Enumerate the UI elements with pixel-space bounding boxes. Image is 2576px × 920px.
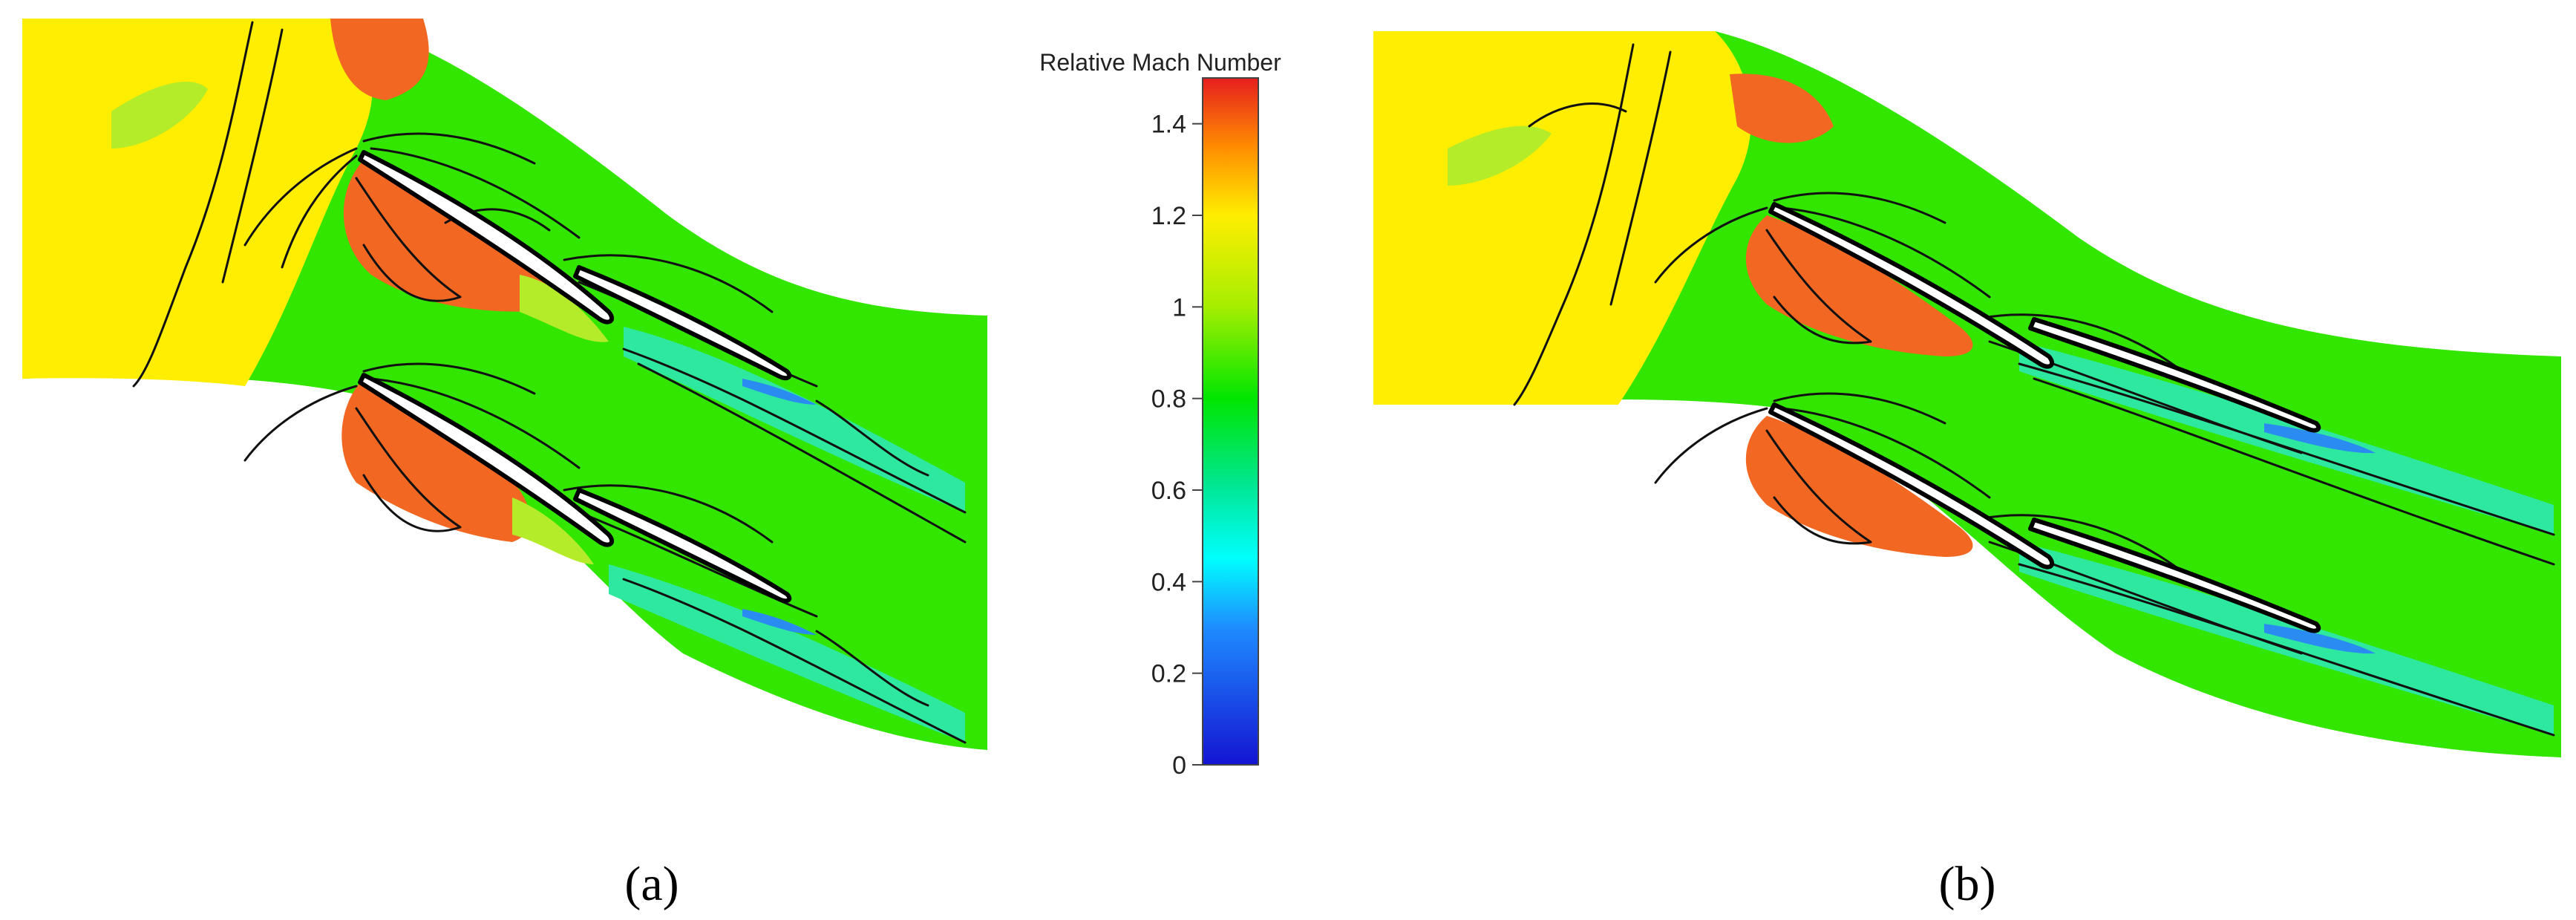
wake-core-a-upper bbox=[742, 379, 817, 405]
supersonic-region-b-upper bbox=[1745, 215, 1973, 356]
wake-region-b-upper bbox=[2019, 342, 2554, 535]
supersonic-cap-b bbox=[1730, 74, 1834, 143]
blade-b-lower-splitter bbox=[2028, 518, 2321, 633]
wake-core-a-lower bbox=[742, 609, 817, 635]
inlet-region-b bbox=[1373, 31, 1751, 405]
wake-region-b-lower bbox=[2019, 542, 2554, 735]
wake-core-b-upper bbox=[2264, 423, 2376, 454]
blade-a-upper-splitter bbox=[573, 265, 792, 381]
panel-label-a: (a) bbox=[624, 857, 679, 911]
colorbar-tick-label: 0.8 bbox=[1151, 385, 1186, 414]
blade-a-upper-main bbox=[358, 150, 615, 324]
panel-a bbox=[22, 19, 987, 750]
blade-b-upper-main bbox=[1768, 202, 2055, 369]
supersonic-region-a-lower bbox=[341, 379, 530, 542]
colorbar-tick-label: 1 bbox=[1172, 293, 1186, 322]
panel-label-b: (b) bbox=[1939, 857, 1996, 911]
colorbar: Relative Mach Number 0 0.2 0.4 0.6 0.8 1 1.2 1.… bbox=[1039, 49, 1281, 780]
colorbar-tick-label: 1.2 bbox=[1151, 202, 1186, 230]
transonic-band-a-lower bbox=[512, 497, 594, 564]
blade-b-lower-main bbox=[1768, 402, 2055, 570]
transonic-band-a-upper bbox=[520, 275, 609, 342]
blade-a-lower-splitter bbox=[573, 488, 792, 604]
inlet-green-streak-b bbox=[1448, 125, 1552, 186]
blade-a-lower-main bbox=[358, 373, 615, 547]
colorbar-title: Relative Mach Number bbox=[1039, 49, 1281, 76]
supersonic-region-a-upper bbox=[343, 160, 563, 312]
supersonic-region-b-lower bbox=[1745, 416, 1973, 557]
colorbar-tick-label: 0.2 bbox=[1151, 660, 1186, 688]
blade-b-upper-splitter bbox=[2028, 317, 2321, 433]
colorbar-tick-label: 0.4 bbox=[1151, 568, 1186, 596]
inlet-green-streak-a bbox=[111, 82, 208, 149]
colorbar-tick-label: 0 bbox=[1172, 751, 1186, 780]
colorbar-bar bbox=[1202, 77, 1259, 766]
wake-region-a-upper bbox=[624, 327, 965, 512]
colorbar-tick-label: 0.6 bbox=[1151, 477, 1186, 505]
inlet-region-a bbox=[22, 19, 373, 386]
colorbar-ticks: 0 0.2 0.4 0.6 0.8 1 1.2 1.4 bbox=[1151, 111, 1203, 780]
supersonic-cap-a bbox=[330, 19, 429, 100]
panel-b bbox=[1373, 31, 2561, 757]
colorbar-tick-label: 1.4 bbox=[1151, 111, 1186, 139]
wake-core-b-lower bbox=[2264, 624, 2376, 654]
